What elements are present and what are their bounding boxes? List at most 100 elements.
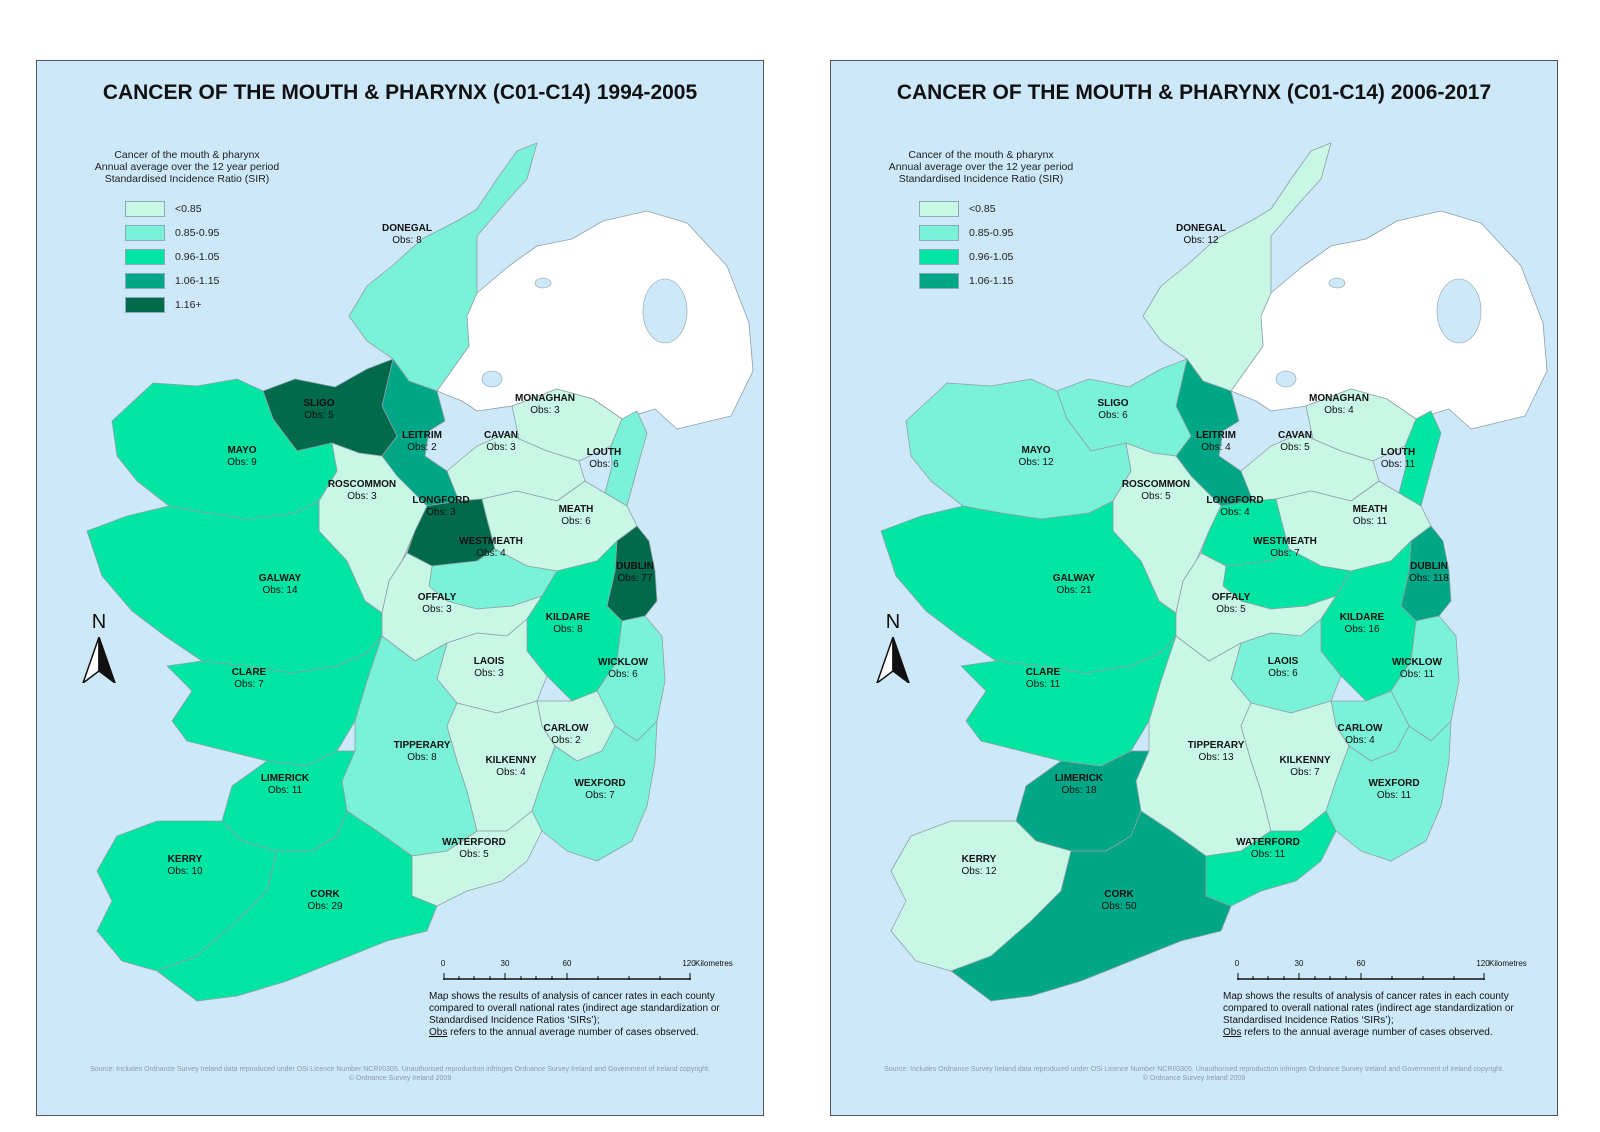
county-obs-dublin: Obs: 118	[1409, 573, 1449, 584]
county-label-monaghan: MONAGHAN	[515, 393, 575, 404]
scale-tick-label: 120	[1476, 959, 1490, 968]
county-limerick	[221, 750, 356, 852]
note-obs-word: Obs	[429, 1027, 448, 1038]
source-credit: Source: Includes Ordnance Survey Ireland…	[831, 1065, 1557, 1083]
legend-title: Cancer of the mouth & pharynx Annual ave…	[67, 149, 307, 185]
lake	[481, 370, 503, 388]
county-obs-offaly: Obs: 3	[422, 604, 452, 615]
county-obs-kilkenny: Obs: 7	[1290, 767, 1320, 778]
county-label-clare: CLARE	[1026, 667, 1061, 678]
county-label-meath: MEATH	[559, 504, 594, 515]
county-obs-louth: Obs: 11	[1381, 459, 1416, 470]
county-label-kildare: KILDARE	[546, 612, 591, 623]
north-label: N	[91, 611, 107, 633]
county-obs-westmeath: Obs: 7	[1270, 548, 1300, 559]
county-obs-wexford: Obs: 11	[1377, 790, 1412, 801]
legend-swatch	[919, 249, 959, 265]
map-note: Map shows the results of analysis of can…	[1223, 991, 1548, 1039]
legend-swatch	[919, 273, 959, 289]
scale-line	[1237, 973, 1485, 980]
county-label-wicklow: WICKLOW	[1392, 657, 1443, 668]
scale-tick-label: 30	[500, 959, 510, 968]
county-label-westmeath: WESTMEATH	[1253, 536, 1317, 547]
county-obs-leitrim: Obs: 2	[407, 442, 437, 453]
scale-bar: 0 30 60 120 Kilometres	[1234, 959, 1537, 989]
legend-item: 1.06-1.15	[919, 269, 1101, 293]
county-label-wexford: WEXFORD	[574, 778, 625, 789]
county-obs-roscommon: Obs: 5	[1141, 491, 1171, 502]
legend-item: 0.96-1.05	[125, 245, 307, 269]
county-obs-tipperary: Obs: 13	[1198, 752, 1233, 763]
county-label-leitrim: LEITRIM	[1196, 430, 1236, 441]
county-obs-wicklow: Obs: 6	[608, 669, 638, 680]
county-obs-carlow: Obs: 2	[551, 735, 581, 746]
map-title: CANCER OF THE MOUTH & PHARYNX (C01-C14) …	[102, 81, 698, 104]
note-obs-word: Obs	[1223, 1027, 1242, 1038]
scale-line	[443, 973, 691, 980]
county-label-cavan: CAVAN	[484, 430, 518, 441]
legend-swatch	[125, 225, 165, 241]
note-text: Map shows the results of analysis of can…	[1223, 991, 1514, 1026]
county-obs-waterford: Obs: 11	[1251, 849, 1286, 860]
county-label-dublin: DUBLIN	[1410, 561, 1448, 572]
legend-label: 0.85-0.95	[969, 227, 1014, 239]
county-obs-tipperary: Obs: 8	[407, 752, 437, 763]
county-obs-donegal: Obs: 8	[392, 235, 422, 246]
legend-items: <0.85 0.85-0.95 0.96-1.05 1.06-1.15	[919, 197, 1101, 293]
county-label-donegal: DONEGAL	[382, 223, 432, 234]
legend-swatch	[919, 201, 959, 217]
county-label-waterford: WATERFORD	[1236, 837, 1300, 848]
scale-unit: Kilometres	[695, 959, 733, 968]
scale-tick-label: 120	[682, 959, 696, 968]
scale-tick-label: 0	[1234, 959, 1240, 968]
county-label-roscommon: ROSCOMMON	[1122, 479, 1190, 490]
county-obs-sligo: Obs: 6	[1098, 410, 1128, 421]
county-obs-dublin: Obs: 77	[617, 573, 652, 584]
county-cork	[950, 810, 1232, 1002]
county-label-monaghan: MONAGHAN	[1309, 393, 1369, 404]
legend-label: 0.85-0.95	[175, 227, 220, 239]
county-label-wexford: WEXFORD	[1368, 778, 1419, 789]
county-label-waterford: WATERFORD	[442, 837, 506, 848]
county-obs-clare: Obs: 11	[1026, 679, 1061, 690]
scale-tick-label: 60	[562, 959, 572, 968]
map-panel-2006-2017: CANCER OF THE MOUTH & PHARYNX (C01-C14) …	[830, 60, 1558, 1116]
county-label-longford: LONGFORD	[1206, 495, 1263, 506]
county-label-limerick: LIMERICK	[261, 773, 310, 784]
legend-item: <0.85	[919, 197, 1101, 221]
county-label-offaly: OFFALY	[1212, 592, 1251, 603]
legend-swatch	[919, 225, 959, 241]
county-label-dublin: DUBLIN	[616, 561, 654, 572]
lake	[1436, 278, 1482, 344]
northern-ireland-region	[436, 210, 754, 430]
county-label-donegal: DONEGAL	[1176, 223, 1226, 234]
county-obs-limerick: Obs: 18	[1061, 785, 1096, 796]
map-title: CANCER OF THE MOUTH & PHARYNX (C01-C14) …	[896, 81, 1492, 104]
county-wexford	[1325, 720, 1452, 862]
legend: Cancer of the mouth & pharynx Annual ave…	[861, 149, 1101, 293]
legend-title: Cancer of the mouth & pharynx Annual ave…	[861, 149, 1101, 185]
county-label-clare: CLARE	[232, 667, 267, 678]
county-label-louth: LOUTH	[587, 447, 621, 458]
county-obs-limerick: Obs: 11	[268, 785, 303, 796]
legend: Cancer of the mouth & pharynx Annual ave…	[67, 149, 307, 317]
county-label-galway: GALWAY	[1053, 573, 1096, 584]
county-obs-kildare: Obs: 16	[1344, 624, 1379, 635]
legend-item: <0.85	[125, 197, 307, 221]
legend-swatch	[125, 273, 165, 289]
legend-item: 1.06-1.15	[125, 269, 307, 293]
county-obs-monaghan: Obs: 4	[1324, 405, 1354, 416]
legend-swatch	[125, 201, 165, 217]
county-label-limerick: LIMERICK	[1055, 773, 1104, 784]
source-line: Source: Includes Ordnance Survey Ireland…	[884, 1066, 1504, 1073]
county-label-sligo: SLIGO	[1097, 398, 1128, 409]
county-label-tipperary: TIPPERARY	[394, 740, 451, 751]
county-label-cork: CORK	[1104, 889, 1134, 900]
county-label-longford: LONGFORD	[412, 495, 469, 506]
county-obs-westmeath: Obs: 4	[476, 548, 506, 559]
county-label-kilkenny: KILKENNY	[485, 755, 536, 766]
north-label: N	[885, 611, 901, 633]
county-label-sligo: SLIGO	[303, 398, 334, 409]
county-obs-kildare: Obs: 8	[553, 624, 583, 635]
